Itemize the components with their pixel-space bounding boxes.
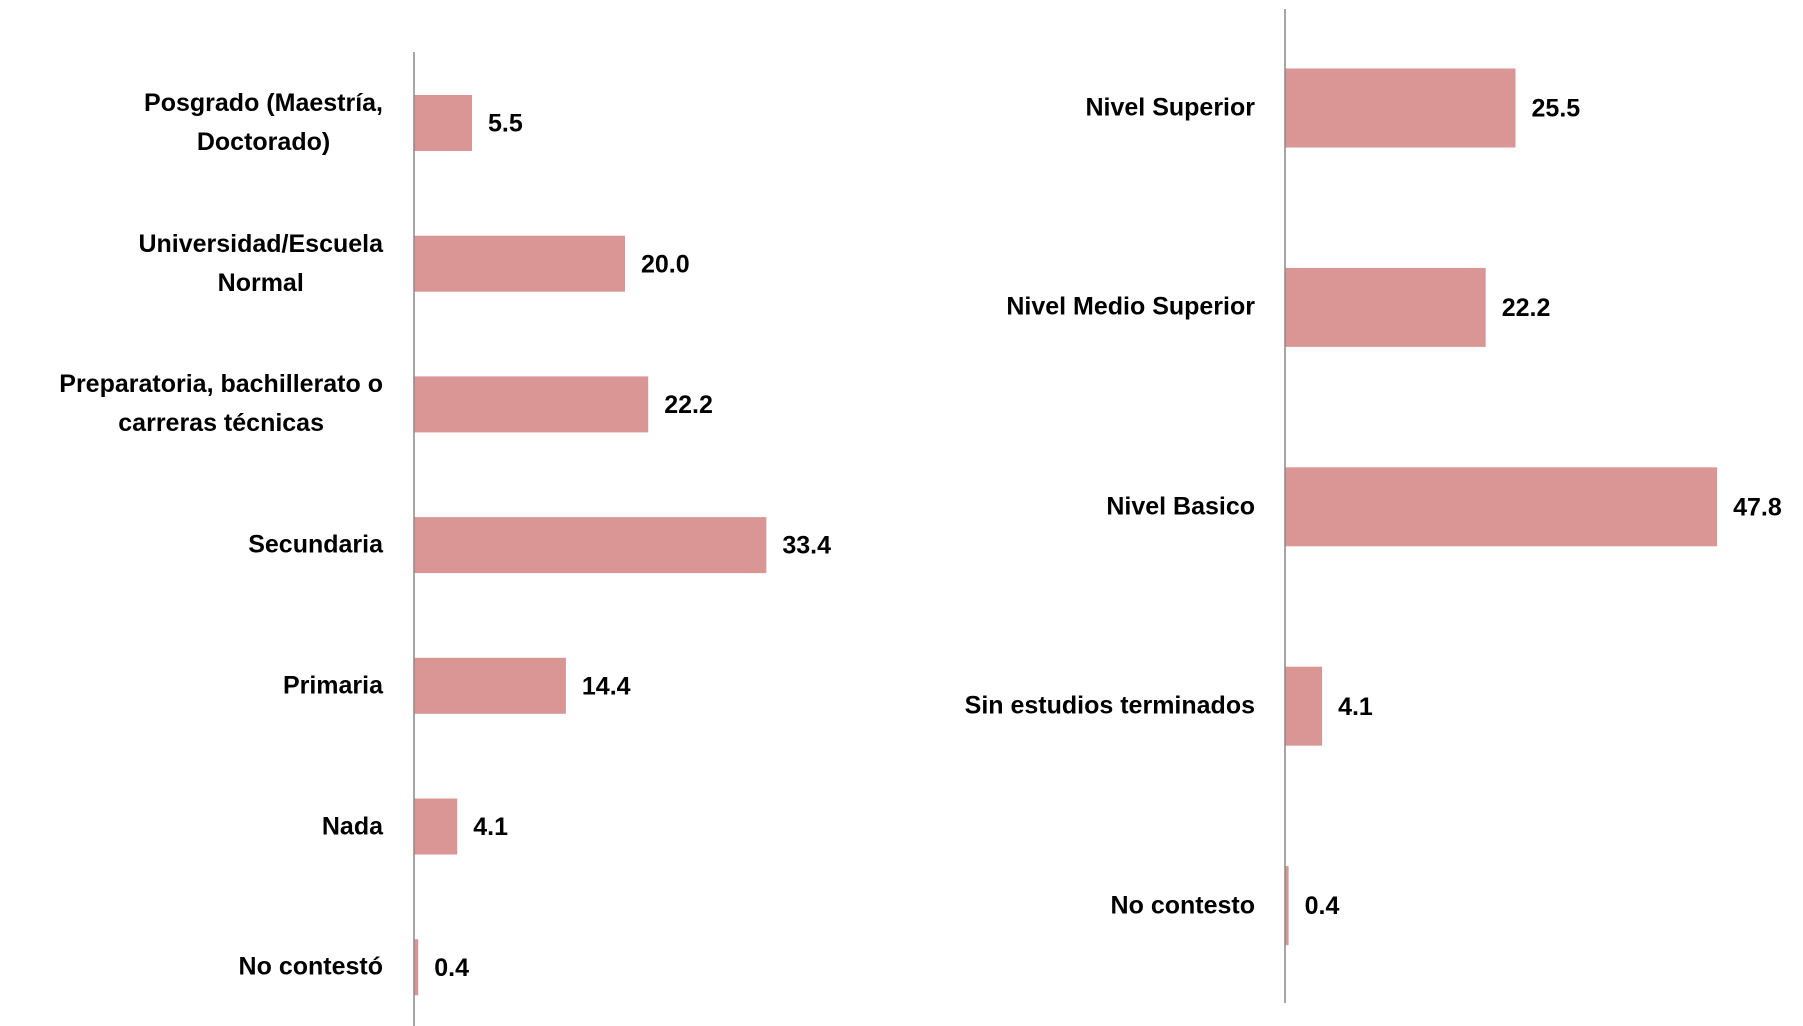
bar — [414, 657, 566, 714]
bar — [1285, 267, 1486, 347]
category-label: Sin estudios terminados — [964, 691, 1255, 720]
bar — [414, 798, 458, 855]
bar — [1285, 866, 1289, 946]
category-label: No contestó — [238, 952, 383, 981]
bar — [1285, 467, 1718, 547]
bar — [1285, 68, 1516, 148]
bar — [414, 939, 419, 996]
bar — [414, 95, 473, 151]
category-label: Universidad/Escuela Normal — [138, 229, 383, 297]
bar — [414, 517, 767, 574]
category-label: Nivel Superior — [1085, 93, 1256, 122]
value-label: 20.0 — [641, 250, 690, 278]
value-label: 47.8 — [1733, 493, 1782, 521]
bar — [1285, 666, 1323, 746]
value-label: 0.4 — [1305, 892, 1340, 920]
category-label: Nivel Medio Superior — [1006, 292, 1255, 321]
category-label: Nivel Basico — [1106, 492, 1255, 521]
value-label: 0.4 — [434, 954, 469, 982]
value-label: 4.1 — [1338, 693, 1373, 721]
category-label: Preparatoria, bachillerato o carreras té… — [59, 370, 383, 438]
value-label: 25.5 — [1532, 95, 1581, 123]
category-label: Secundaria — [248, 530, 383, 559]
category-label: Nada — [321, 812, 383, 840]
bar — [414, 235, 625, 292]
category-label: No contesto — [1110, 891, 1255, 920]
value-label: 33.4 — [782, 532, 831, 560]
value-label: 14.4 — [582, 672, 631, 700]
category-label: Primaria — [282, 671, 383, 700]
value-label: 22.2 — [664, 391, 713, 419]
bar — [414, 376, 649, 433]
value-label: 22.2 — [1502, 294, 1551, 322]
category-label: Posgrado (Maestría, Doctorado) — [144, 89, 383, 156]
value-label: 4.1 — [473, 813, 508, 841]
value-label: 5.5 — [488, 110, 523, 138]
